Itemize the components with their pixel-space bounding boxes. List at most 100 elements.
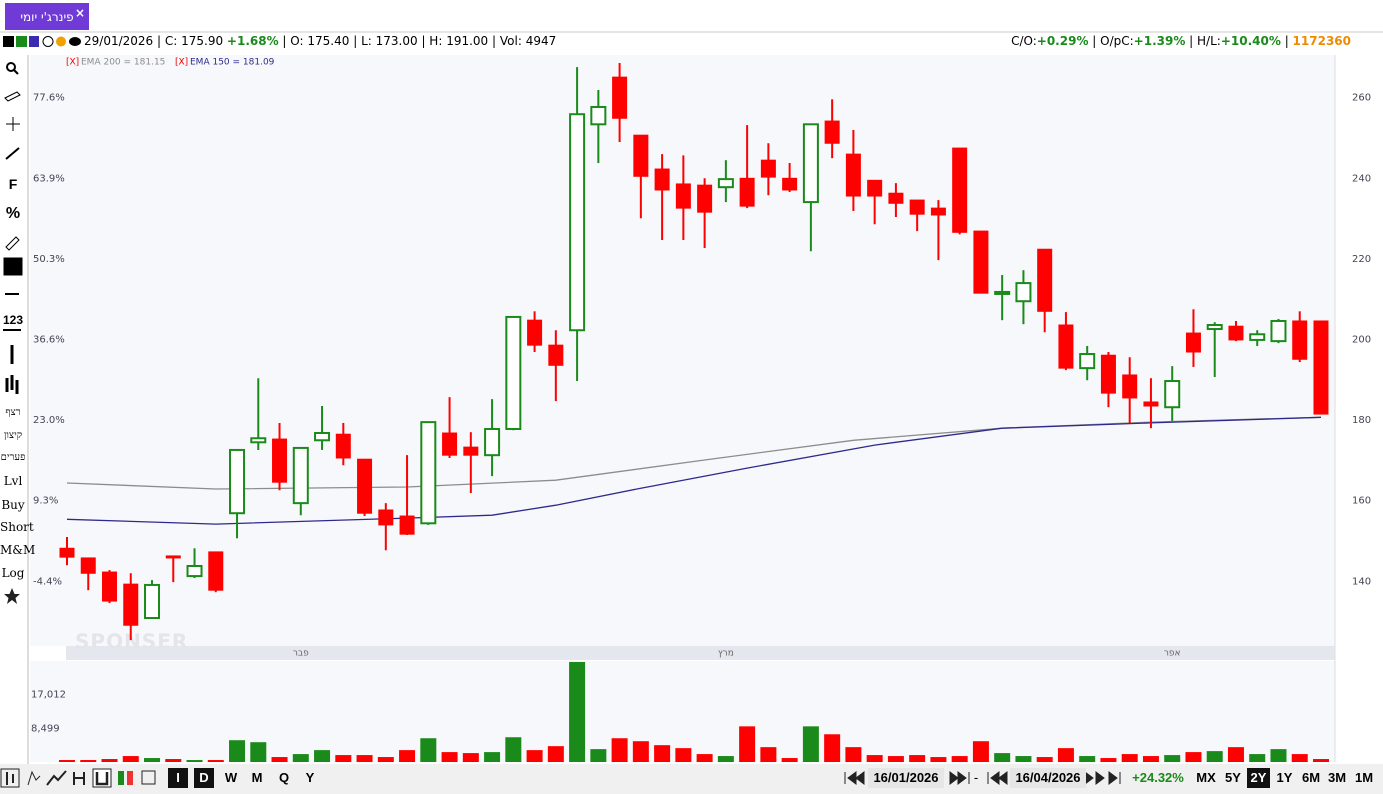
tool[interactable]: Log <box>1 566 25 580</box>
icon <box>5 375 19 394</box>
volume-bar <box>441 752 458 762</box>
candle-body <box>1228 325 1244 341</box>
period-button[interactable]: D <box>194 768 214 788</box>
candle-body <box>1015 282 1032 303</box>
volume-bar <box>909 755 926 762</box>
tab[interactable]: פינרג'י יומי <box>5 3 89 30</box>
candle-body <box>1143 401 1159 407</box>
candle-body <box>675 183 691 209</box>
span-button[interactable]: 2Y <box>1247 768 1270 788</box>
tool[interactable]: Buy <box>1 498 25 512</box>
icon <box>73 772 85 785</box>
span-button[interactable]: 6M <box>1301 770 1321 785</box>
volume-bar <box>994 753 1011 762</box>
tool[interactable]: Short <box>0 520 34 534</box>
volume-bar <box>1057 748 1074 762</box>
pct-tick-label: 23.0% <box>33 415 65 426</box>
candle-body <box>845 153 861 197</box>
tool[interactable]: F <box>8 176 18 192</box>
tool[interactable]: 123 <box>2 313 24 327</box>
candle-body <box>867 179 883 197</box>
candle-body <box>717 178 734 189</box>
period-button[interactable]: I <box>168 768 188 788</box>
tool[interactable]: פערים <box>0 452 26 463</box>
candle-body <box>612 76 628 119</box>
range-from[interactable]: 16/01/2026 <box>868 768 944 788</box>
volume-bar <box>1164 755 1181 762</box>
volume-bar <box>250 742 267 762</box>
tool[interactable]: רצף <box>5 407 21 418</box>
pct-tick-label: 36.6% <box>33 335 65 346</box>
period-button[interactable]: M <box>251 770 263 785</box>
candle-body <box>399 515 415 535</box>
pct-tick-label: -4.4% <box>33 576 62 587</box>
volume-bar <box>59 760 75 762</box>
period-button[interactable]: W <box>224 770 238 785</box>
icon <box>6 62 16 72</box>
candle-body <box>1037 248 1053 312</box>
span-button[interactable]: 1M <box>1354 770 1374 785</box>
icon <box>27 770 41 786</box>
volume-bar <box>866 755 883 762</box>
volume-bar <box>1079 756 1096 762</box>
volume-bar <box>1185 752 1202 762</box>
volume-bar <box>802 726 819 762</box>
span-button[interactable]: MX <box>1196 770 1216 785</box>
field-value: 4947 <box>525 34 557 48</box>
pct-tick-label: 9.3% <box>33 496 58 507</box>
candle-body <box>420 421 437 525</box>
volume-bar <box>207 760 224 762</box>
candle-body <box>782 177 798 191</box>
tool[interactable]: % <box>5 205 21 222</box>
candle-body <box>952 147 968 233</box>
field-value: 173.00 <box>375 34 418 48</box>
candle-body <box>930 207 946 216</box>
date: 29/01/2026 <box>84 34 154 48</box>
volume-bar <box>696 754 713 762</box>
header-icons <box>3 36 81 47</box>
candle-body <box>548 344 564 366</box>
candle-body <box>760 159 776 178</box>
field-value: 191.00 <box>446 34 489 48</box>
stat-value: +1.39% <box>1133 34 1186 48</box>
candle-body <box>994 290 1011 295</box>
candle-body <box>442 432 458 456</box>
icon <box>3 36 14 47</box>
candle-body <box>463 446 479 456</box>
range-to[interactable]: 16/04/2026 <box>1010 768 1086 788</box>
candle-body <box>973 230 989 294</box>
volume-bar <box>590 749 607 762</box>
tool[interactable]: קיצון <box>3 430 23 441</box>
icon <box>95 772 109 786</box>
icon <box>0 768 20 788</box>
legend-label: EMA 150 = 181.09 <box>190 58 275 68</box>
volume-bar <box>547 746 564 762</box>
icon <box>844 771 1121 785</box>
candle-body <box>1313 320 1329 415</box>
legend-marker: [X] <box>66 58 79 68</box>
field-change: +1.68% <box>226 34 279 48</box>
range-sep: - <box>973 770 979 785</box>
span-button[interactable]: 1Y <box>1276 770 1293 785</box>
tab-close[interactable]: × <box>75 6 86 20</box>
time-strip <box>66 646 1335 660</box>
volume-bar <box>1036 757 1053 762</box>
period-button[interactable]: Y <box>305 770 315 785</box>
y-tick-label: 160 <box>1352 496 1371 507</box>
candle-body <box>697 184 713 213</box>
icon <box>4 91 21 102</box>
candle-body <box>590 105 607 126</box>
candle-body <box>654 168 670 191</box>
tool[interactable]: M&M <box>0 543 36 557</box>
candle-body <box>335 433 351 459</box>
tool[interactable]: Lvl <box>3 474 23 488</box>
period-button[interactable]: Q <box>278 770 290 785</box>
icon <box>69 37 81 46</box>
y-tick-label: 260 <box>1352 93 1371 104</box>
span-button[interactable]: 5Y <box>1225 770 1241 785</box>
y-tick-label: 140 <box>1352 576 1371 587</box>
candle-body <box>208 551 224 591</box>
span-button[interactable]: 3M <box>1327 770 1347 785</box>
